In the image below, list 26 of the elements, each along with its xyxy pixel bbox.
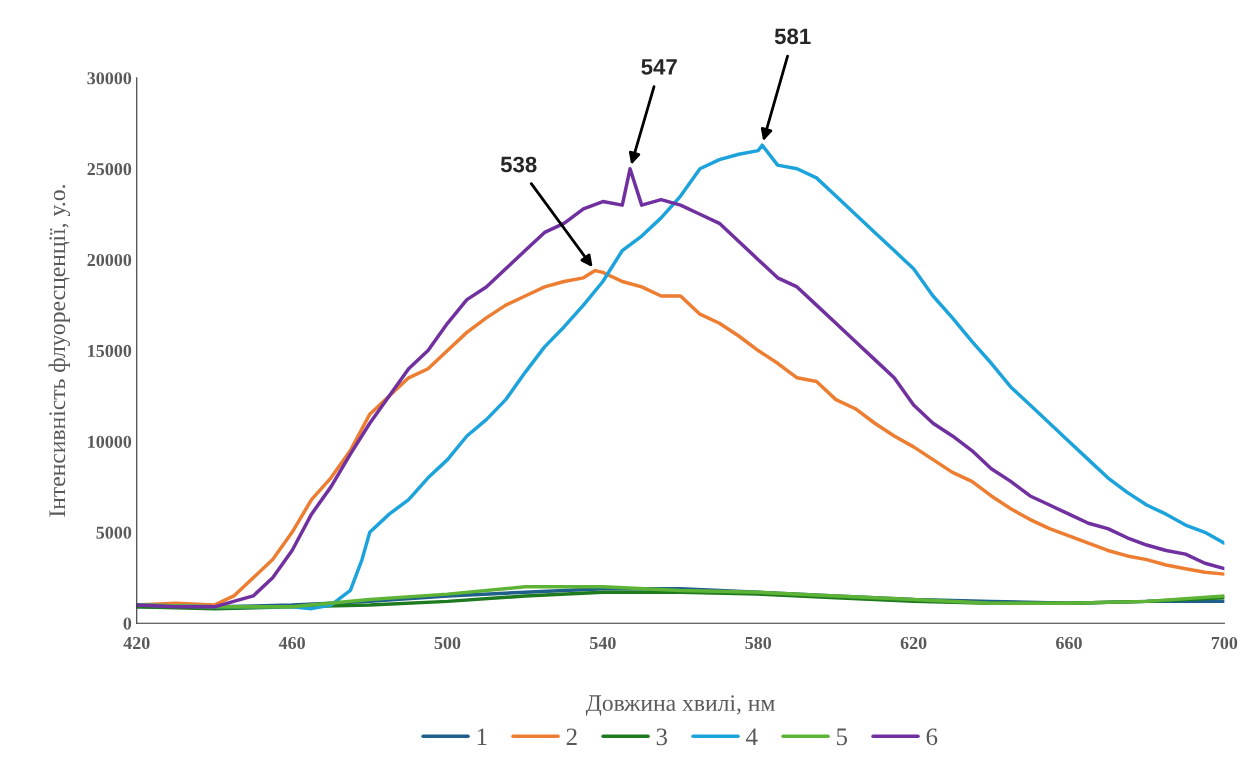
annotation: 581: [774, 28, 811, 45]
x-axis-title: Довжина хвилі, нм: [585, 695, 775, 716]
x-tick-label: 500: [434, 636, 461, 650]
y-axis-title: Інтенсивність флуоресценції, у.о.: [48, 185, 71, 517]
x-tick-label: 460: [278, 636, 305, 650]
x-tick-label: 580: [745, 636, 772, 650]
x-tick-label: 540: [590, 636, 616, 650]
x-tick-label: 620: [900, 636, 927, 650]
y-tick-label: 30000: [87, 72, 132, 85]
legend-label: 2: [566, 728, 577, 745]
annotation: 547: [641, 59, 677, 75]
x-tick-label: 420: [123, 636, 150, 650]
x-tick-label: 700: [1211, 636, 1238, 650]
legend-label: 6: [926, 728, 938, 746]
legend-label: 4: [746, 728, 758, 745]
y-tick-label: 15000: [88, 344, 132, 357]
annotation: 538: [500, 156, 537, 173]
y-tick-label: 20000: [87, 253, 132, 267]
y-tick-label: 0: [123, 617, 132, 630]
y-tick-label: 5000: [96, 526, 132, 539]
legend-label: 5: [837, 728, 848, 746]
legend-label: 1: [477, 728, 487, 745]
y-tick-label: 10000: [88, 435, 132, 448]
x-tick-label: 660: [1056, 636, 1082, 650]
y-tick-label: 25000: [87, 163, 132, 176]
legend-label: 3: [656, 728, 668, 746]
